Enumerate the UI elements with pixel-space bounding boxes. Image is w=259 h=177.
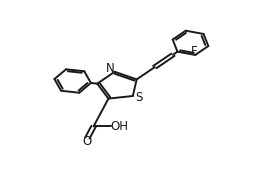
Text: S: S [135, 91, 142, 104]
Text: N: N [106, 62, 114, 75]
Text: O: O [83, 135, 92, 148]
Text: OH: OH [111, 120, 129, 133]
Text: F: F [191, 45, 197, 58]
